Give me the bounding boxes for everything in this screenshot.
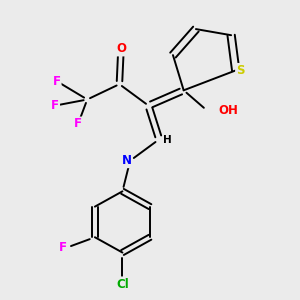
Text: F: F	[59, 242, 67, 254]
Text: F: F	[74, 118, 82, 130]
Text: Cl: Cl	[116, 278, 129, 291]
Text: H: H	[164, 135, 172, 145]
Text: OH: OH	[218, 104, 238, 117]
Text: O: O	[116, 43, 126, 56]
Text: S: S	[236, 64, 244, 77]
Text: F: F	[51, 99, 59, 112]
Text: N: N	[122, 154, 131, 167]
Text: F: F	[52, 75, 61, 88]
